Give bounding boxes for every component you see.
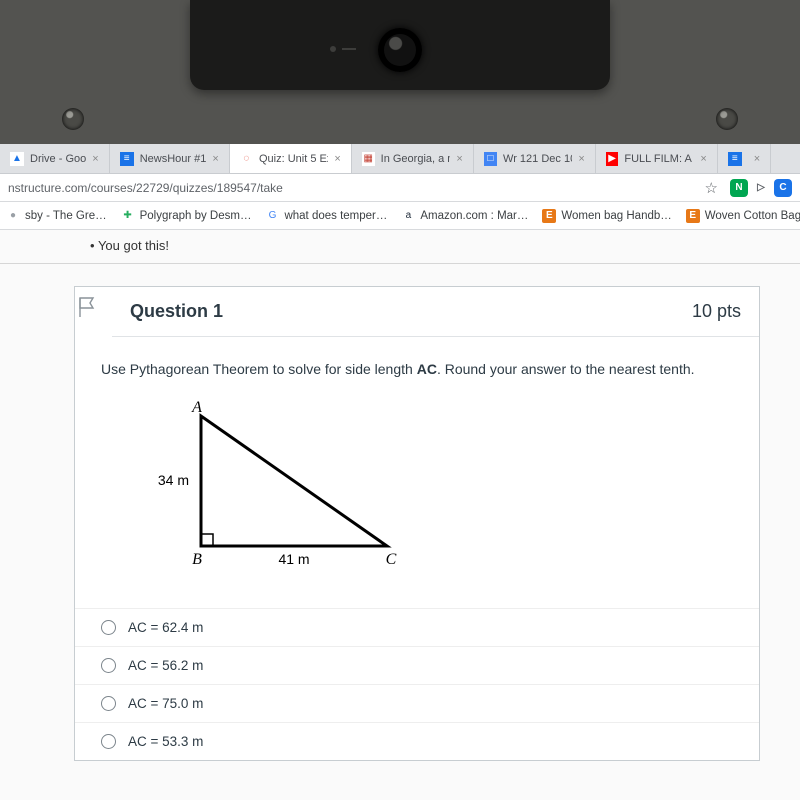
bookmark-label: what does temper…	[284, 210, 387, 222]
answer-label: AC = 56.2 m	[128, 658, 203, 673]
prompt-bold: AC	[417, 361, 437, 377]
bookmark-label: Amazon.com : Mar…	[420, 210, 528, 222]
svg-text:41 m: 41 m	[278, 551, 309, 567]
answer-choice[interactable]: AC = 62.4 m	[75, 609, 759, 646]
browser-window: ▲ Drive - Goo × ≡ NewsHour #1 × ◌ Quiz: Unit 5 …	[0, 144, 800, 800]
tab-close-icon[interactable]: ×	[212, 153, 218, 165]
extension-icon[interactable]: N	[730, 179, 748, 197]
flag-question-icon[interactable]	[74, 294, 100, 320]
bookmark-favicon-icon: a	[401, 209, 415, 223]
tab-label: Wr 121 Dec 10	[503, 153, 572, 165]
question-body: Use Pythagorean Theorem to solve for sid…	[75, 337, 759, 608]
bookmark-item[interactable]: ✚ Polygraph by Desm…	[121, 209, 252, 223]
answer-choice[interactable]: AC = 75.0 m	[75, 684, 759, 722]
webcam-housing	[190, 0, 610, 90]
tab-strip: ▲ Drive - Goo × ≡ NewsHour #1 × ◌ Quiz: Unit 5 …	[0, 144, 800, 174]
tab-close-icon[interactable]: ×	[578, 153, 584, 165]
hinge-screw-right-icon	[716, 108, 738, 130]
tab-favicon-icon: ≡	[120, 152, 134, 166]
hinge-screw-left-icon	[62, 108, 84, 130]
tab-favicon-icon: ▲	[10, 152, 24, 166]
bookmark-favicon-icon: E	[686, 209, 700, 223]
browser-tab[interactable]: □ Wr 121 Dec 10 ×	[474, 144, 596, 173]
answer-label: AC = 75.0 m	[128, 696, 203, 711]
answer-choice[interactable]: AC = 53.3 m	[75, 722, 759, 760]
browser-tab[interactable]: ◌ Quiz: Unit 5 Ex ×	[230, 144, 352, 173]
bookmark-item[interactable]: ● sby - The Gre…	[6, 209, 107, 223]
url-text[interactable]: nstructure.com/courses/22729/quizzes/189…	[8, 181, 705, 195]
triangle-figure: A B C 34 m 41 m	[129, 398, 733, 584]
mic-dash-icon	[342, 48, 356, 50]
tab-favicon-icon: ▶	[606, 152, 619, 166]
question-points: 10 pts	[692, 301, 741, 322]
browser-tab[interactable]: ▦ In Georgia, a m ×	[352, 144, 474, 173]
tab-favicon-icon: ▦	[362, 152, 375, 166]
question-header: Question 1 10 pts	[112, 287, 759, 337]
mic-dot-icon	[330, 46, 336, 52]
laptop-bezel	[0, 0, 800, 144]
bookmark-item[interactable]: E Women bag Handb…	[542, 209, 671, 223]
tab-close-icon[interactable]: ×	[700, 153, 706, 165]
tab-label: In Georgia, a m	[381, 153, 451, 165]
bookmark-item[interactable]: E Woven Cotton Bag…	[686, 209, 800, 223]
tab-close-icon[interactable]: ×	[456, 153, 462, 165]
bookmark-label: Women bag Handb…	[561, 210, 671, 222]
answer-label: AC = 53.3 m	[128, 734, 203, 749]
address-bar: nstructure.com/courses/22729/quizzes/189…	[0, 174, 800, 202]
tab-favicon-icon: ◌	[240, 152, 253, 166]
extension-icon[interactable]: ▷	[752, 179, 770, 197]
answer-label: AC = 62.4 m	[128, 620, 203, 635]
prompt-pre: Use Pythagorean Theorem to solve for sid…	[101, 361, 417, 377]
answer-list: AC = 62.4 m AC = 56.2 m AC = 75.0 m AC = 53…	[75, 608, 759, 760]
prompt-post: . Round your answer to the nearest tenth…	[437, 361, 695, 377]
question-number: Question 1	[130, 301, 223, 322]
bookmark-label: sby - The Gre…	[25, 210, 107, 222]
tab-label: FULL FILM: A R	[624, 153, 694, 165]
tab-close-icon[interactable]: ×	[754, 153, 760, 165]
tab-favicon-icon: □	[484, 152, 497, 166]
bookmarks-bar: ● sby - The Gre… ✚ Polygraph by Desm… Gwhat …	[0, 202, 800, 230]
browser-tab[interactable]: ▶ FULL FILM: A R ×	[596, 144, 718, 173]
browser-tab[interactable]: ≡ NewsHour #1 ×	[110, 144, 230, 173]
radio-icon[interactable]	[101, 696, 116, 711]
browser-tab[interactable]: ▲ Drive - Goo ×	[0, 144, 110, 173]
tab-label: Quiz: Unit 5 Ex	[259, 153, 328, 165]
webcam-lens-icon	[378, 28, 422, 72]
bookmark-favicon-icon: ●	[6, 209, 20, 223]
browser-tab[interactable]: ≡×	[718, 144, 771, 173]
bookmark-favicon-icon: ✚	[121, 209, 135, 223]
bookmark-label: Polygraph by Desm…	[140, 210, 252, 222]
addrbar-right-icons: ☆ N▷C	[705, 179, 792, 197]
tab-label: NewsHour #1	[140, 153, 207, 165]
tab-close-icon[interactable]: ×	[92, 153, 98, 165]
answer-choice[interactable]: AC = 56.2 m	[75, 646, 759, 684]
bookmark-favicon-icon: E	[542, 209, 556, 223]
bookmark-star-icon[interactable]: ☆	[705, 179, 718, 197]
radio-icon[interactable]	[101, 658, 116, 673]
tab-close-icon[interactable]: ×	[334, 153, 340, 165]
radio-icon[interactable]	[101, 734, 116, 749]
svg-text:34 m: 34 m	[158, 472, 189, 488]
tab-label: Drive - Goo	[30, 153, 86, 165]
question-prompt: Use Pythagorean Theorem to solve for sid…	[101, 359, 733, 380]
bookmark-favicon-icon: G	[265, 209, 279, 223]
bookmark-label: Woven Cotton Bag…	[705, 210, 800, 222]
bookmark-item[interactable]: Gwhat does temper…	[265, 209, 387, 223]
radio-icon[interactable]	[101, 620, 116, 635]
tab-favicon-icon: ≡	[728, 152, 742, 166]
encouragement-text: You got this!	[0, 230, 800, 264]
bookmark-item[interactable]: a Amazon.com : Mar…	[401, 209, 528, 223]
svg-text:B: B	[192, 551, 202, 568]
svg-text:A: A	[191, 399, 202, 416]
extension-icon[interactable]: C	[774, 179, 792, 197]
svg-text:C: C	[386, 551, 397, 568]
question-card: Question 1 10 pts Use Pythagorean Theore…	[74, 286, 760, 761]
page-content: You got this! Question 1 10 pts Use Pyth…	[0, 230, 800, 800]
